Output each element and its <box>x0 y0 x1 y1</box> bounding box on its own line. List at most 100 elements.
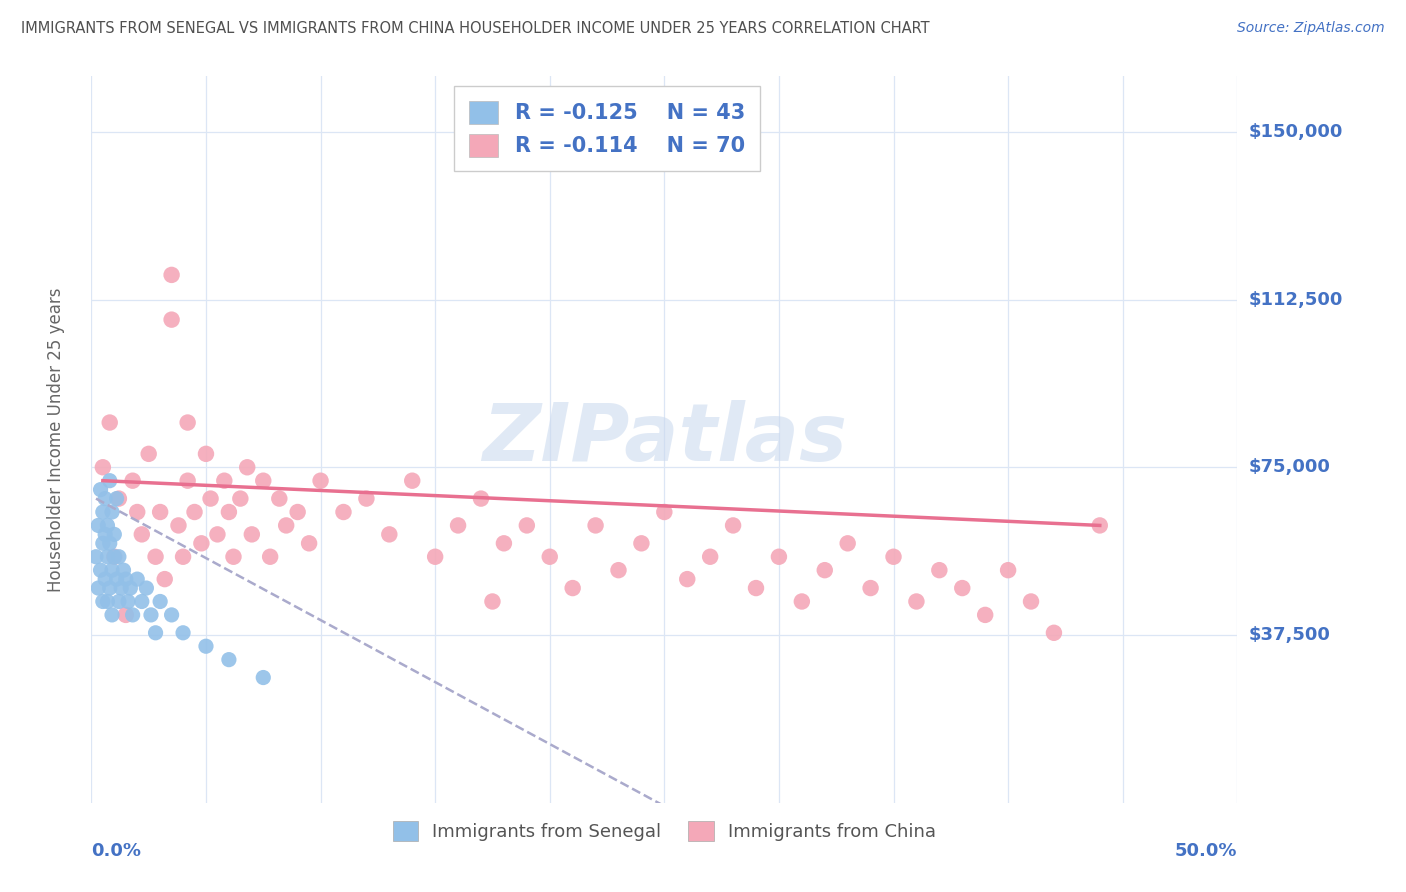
Point <box>103 549 125 564</box>
Point <box>200 491 222 506</box>
Point <box>105 491 128 506</box>
Text: $112,500: $112,500 <box>1249 291 1343 309</box>
Point <box>145 549 167 564</box>
Point <box>905 594 928 608</box>
Point <box>447 518 470 533</box>
Point <box>882 549 904 564</box>
Point <box>131 594 153 608</box>
Text: Source: ZipAtlas.com: Source: ZipAtlas.com <box>1237 21 1385 35</box>
Point <box>94 572 117 586</box>
Point <box>108 491 131 506</box>
Point <box>91 460 114 475</box>
Point <box>114 607 136 622</box>
Point <box>120 581 142 595</box>
Point <box>859 581 882 595</box>
Point <box>131 527 153 541</box>
Point <box>481 594 503 608</box>
Point <box>721 518 744 533</box>
Point <box>117 594 139 608</box>
Point <box>91 536 114 550</box>
Point <box>160 268 183 282</box>
Point <box>87 518 110 533</box>
Point <box>378 527 401 541</box>
Point <box>218 653 240 667</box>
Text: IMMIGRANTS FROM SENEGAL VS IMMIGRANTS FROM CHINA HOUSEHOLDER INCOME UNDER 25 YEA: IMMIGRANTS FROM SENEGAL VS IMMIGRANTS FR… <box>21 21 929 36</box>
Point <box>259 549 281 564</box>
Point <box>516 518 538 533</box>
Point <box>190 536 212 550</box>
Point <box>101 607 124 622</box>
Point <box>167 518 190 533</box>
Point <box>96 518 118 533</box>
Point <box>269 491 291 506</box>
Point <box>837 536 859 550</box>
Point <box>91 505 114 519</box>
Point <box>145 625 167 640</box>
Point <box>997 563 1019 577</box>
Point <box>252 671 274 685</box>
Point <box>153 572 176 586</box>
Point <box>356 491 378 506</box>
Point <box>103 527 125 541</box>
Point <box>974 607 997 622</box>
Point <box>139 607 162 622</box>
Point <box>160 607 183 622</box>
Point <box>112 563 135 577</box>
Point <box>699 549 721 564</box>
Point <box>652 505 675 519</box>
Point <box>470 491 492 506</box>
Point <box>127 572 149 586</box>
Point <box>423 549 446 564</box>
Point <box>135 581 157 595</box>
Point <box>630 536 652 550</box>
Point <box>87 581 110 595</box>
Point <box>928 563 950 577</box>
Point <box>90 483 112 497</box>
Point <box>1019 594 1042 608</box>
Point <box>240 527 263 541</box>
Point <box>207 527 229 541</box>
Point <box>676 572 699 586</box>
Point <box>149 594 172 608</box>
Point <box>149 505 172 519</box>
Point <box>607 563 630 577</box>
Point <box>110 581 132 595</box>
Point <box>101 563 124 577</box>
Point <box>176 416 198 430</box>
Point <box>160 312 183 326</box>
Point <box>1088 518 1111 533</box>
Point <box>218 505 240 519</box>
Y-axis label: Householder Income Under 25 years: Householder Income Under 25 years <box>46 287 65 591</box>
Point <box>276 518 298 533</box>
Point <box>127 505 149 519</box>
Point <box>105 572 128 586</box>
Point <box>108 549 131 564</box>
Point <box>101 505 124 519</box>
Point <box>91 594 114 608</box>
Point <box>298 536 321 550</box>
Point <box>745 581 768 595</box>
Point <box>98 536 121 550</box>
Point <box>98 581 121 595</box>
Point <box>183 505 205 519</box>
Text: 0.0%: 0.0% <box>91 842 142 860</box>
Point <box>103 549 125 564</box>
Legend: Immigrants from Senegal, Immigrants from China: Immigrants from Senegal, Immigrants from… <box>385 814 943 848</box>
Point <box>214 474 236 488</box>
Point <box>98 416 121 430</box>
Point <box>950 581 973 595</box>
Point <box>172 549 194 564</box>
Point <box>538 549 561 564</box>
Point <box>176 474 198 488</box>
Point <box>172 625 194 640</box>
Point <box>121 607 143 622</box>
Point <box>401 474 423 488</box>
Point <box>252 474 274 488</box>
Point <box>814 563 837 577</box>
Point <box>94 491 117 506</box>
Point <box>84 549 107 564</box>
Point <box>98 474 121 488</box>
Text: $75,000: $75,000 <box>1249 458 1330 476</box>
Point <box>194 447 217 461</box>
Text: 50.0%: 50.0% <box>1175 842 1237 860</box>
